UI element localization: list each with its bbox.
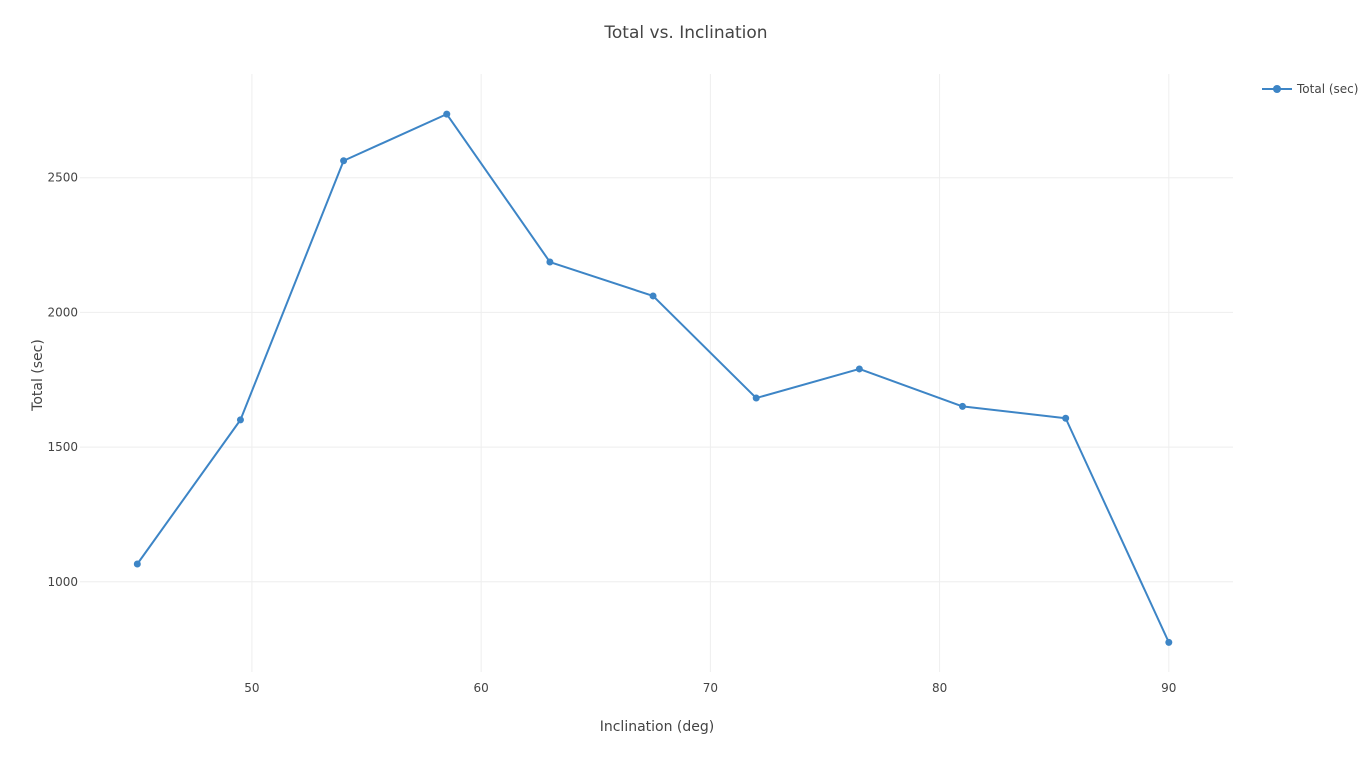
data-point[interactable] bbox=[855, 365, 863, 373]
data-point[interactable] bbox=[443, 110, 451, 118]
chart-title: Total vs. Inclination bbox=[603, 23, 767, 43]
legend-marker-swatch bbox=[1273, 85, 1281, 93]
y-tick-label: 2000 bbox=[47, 305, 78, 319]
data-point[interactable] bbox=[1062, 414, 1070, 422]
y-tick-label: 1500 bbox=[47, 440, 78, 454]
x-tick-label: 70 bbox=[703, 681, 718, 695]
series-line bbox=[136, 113, 1170, 643]
x-tick-label: 90 bbox=[1161, 681, 1176, 695]
data-point[interactable] bbox=[1165, 638, 1173, 646]
series-layer bbox=[133, 110, 1173, 646]
data-point[interactable] bbox=[546, 258, 554, 266]
x-axis-title: Inclination (deg) bbox=[600, 719, 715, 735]
y-tick-labels: 1000 1500 2000 2500 bbox=[47, 171, 78, 589]
data-point[interactable] bbox=[340, 157, 348, 165]
legend[interactable]: Total (sec) bbox=[1262, 82, 1358, 96]
y-tick-label: 2500 bbox=[47, 171, 78, 185]
x-tick-labels: 50 60 70 80 90 bbox=[244, 681, 1176, 695]
x-tick-label: 80 bbox=[932, 681, 947, 695]
x-tick-label: 60 bbox=[474, 681, 489, 695]
x-gridlines bbox=[251, 74, 1170, 672]
data-point[interactable] bbox=[649, 292, 657, 300]
data-point[interactable] bbox=[236, 416, 244, 424]
y-axis-title: Total (sec) bbox=[30, 339, 46, 412]
data-point[interactable] bbox=[133, 560, 141, 568]
x-tick-label: 50 bbox=[244, 681, 259, 695]
y-tick-label: 1000 bbox=[47, 575, 78, 589]
y-gridlines bbox=[80, 177, 1233, 583]
legend-label: Total (sec) bbox=[1296, 82, 1358, 96]
data-point[interactable] bbox=[752, 394, 760, 402]
data-point[interactable] bbox=[959, 402, 967, 410]
